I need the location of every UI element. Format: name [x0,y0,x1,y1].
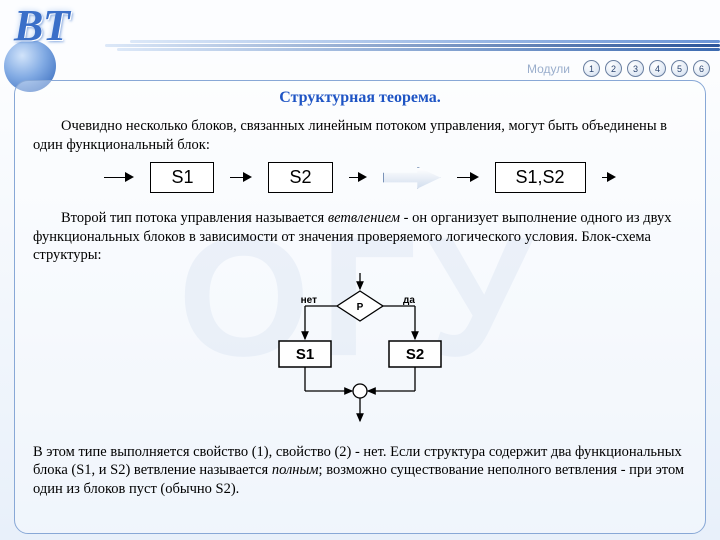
paragraph-2: Второй тип потока управления называется … [33,209,687,265]
module-button-5[interactable]: 5 [671,60,688,77]
paragraph-2-em: ветвлением [328,210,400,226]
logo-text: ВТ [14,0,72,51]
page-title: Структурная теорема. [33,89,687,107]
module-button-4[interactable]: 4 [649,60,666,77]
content-panel: ОГУ Структурная теорема. Очевидно нескол… [14,80,706,534]
module-button-3[interactable]: 3 [627,60,644,77]
arrow-icon [104,173,134,183]
branch-box-s1: S1 [296,346,314,363]
arrow-icon [602,173,616,183]
transform-arrow-icon [383,167,441,189]
paragraph-3-em: полным [272,462,319,478]
block-s2: S2 [268,162,332,193]
modules-nav: Модули 1 2 3 4 5 6 [527,60,710,77]
module-button-1[interactable]: 1 [583,60,600,77]
header: ВТ Модули 1 2 3 4 5 6 [0,0,720,64]
branch-box-s2: S2 [406,346,424,363]
arrow-icon [349,173,367,183]
block-merged: S1,S2 [495,162,586,193]
module-button-6[interactable]: 6 [693,60,710,77]
modules-label: Модули [527,62,570,76]
diagram-branching: P нет да S1 S2 [235,273,485,433]
header-stripes [105,40,720,56]
no-label: нет [301,295,317,306]
decision-label: P [357,302,364,313]
paragraph-3: В этом типе выполняется свойство (1), св… [33,443,687,499]
module-button-2[interactable]: 2 [605,60,622,77]
paragraph-1: Очевидно несколько блоков, связанных лин… [33,117,687,154]
arrow-icon [457,173,479,183]
diagram-linear-flow: S1 S2 S1,S2 [33,162,687,193]
arrow-icon [230,173,252,183]
block-s1: S1 [150,162,214,193]
yes-label: да [403,295,415,306]
paragraph-2-a: Второй тип потока управления называется [61,210,328,226]
